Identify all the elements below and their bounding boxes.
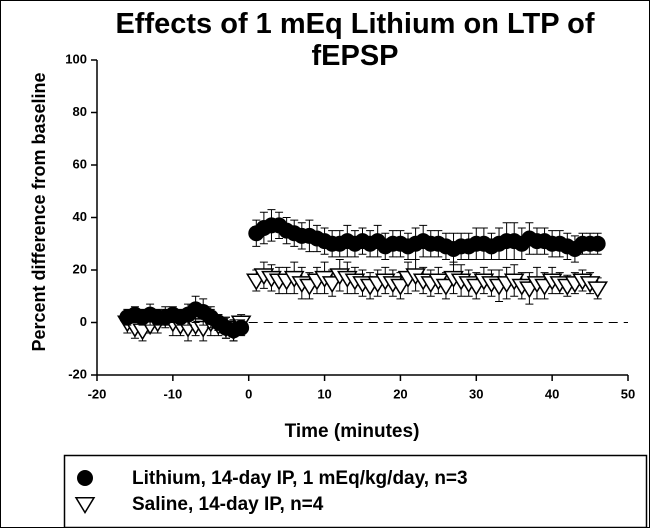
chart-title: Effects of 1 mEq Lithium on LTP of fEPSP (115, 8, 595, 72)
x-tick-label: -20 (88, 386, 107, 401)
marker (587, 281, 608, 299)
legend-label: Lithium, 14-day IP, 1 mEq/kg/day, n=3 (132, 468, 468, 489)
x-tick-label: 50 (621, 386, 635, 401)
marker (589, 235, 606, 252)
marker (321, 276, 343, 294)
legend-marker (74, 496, 96, 514)
marker (233, 319, 250, 336)
y-tick-label: 40 (73, 209, 87, 224)
y-tick-label: 100 (65, 51, 87, 66)
x-tick-label: 40 (545, 386, 559, 401)
y-tick-label: 80 (73, 104, 87, 119)
x-tick-label: 0 (245, 386, 252, 401)
x-tick-label: 20 (393, 386, 407, 401)
x-tick-label: 10 (317, 386, 331, 401)
x-axis-label: Time (minutes) (285, 421, 420, 442)
x-tick-label: 30 (469, 386, 483, 401)
y-tick-label: 60 (73, 156, 87, 171)
y-tick-label: 20 (73, 261, 87, 276)
legend-marker (77, 470, 93, 486)
y-tick-label: -20 (68, 366, 87, 381)
marker (390, 278, 411, 296)
legend-label: Saline, 14-day IP, n=4 (132, 494, 324, 515)
y-axis-label: Percent difference from baseline (29, 72, 49, 351)
y-tick-label: 0 (80, 314, 87, 329)
x-tick-label: -10 (163, 386, 182, 401)
marker (435, 278, 457, 296)
